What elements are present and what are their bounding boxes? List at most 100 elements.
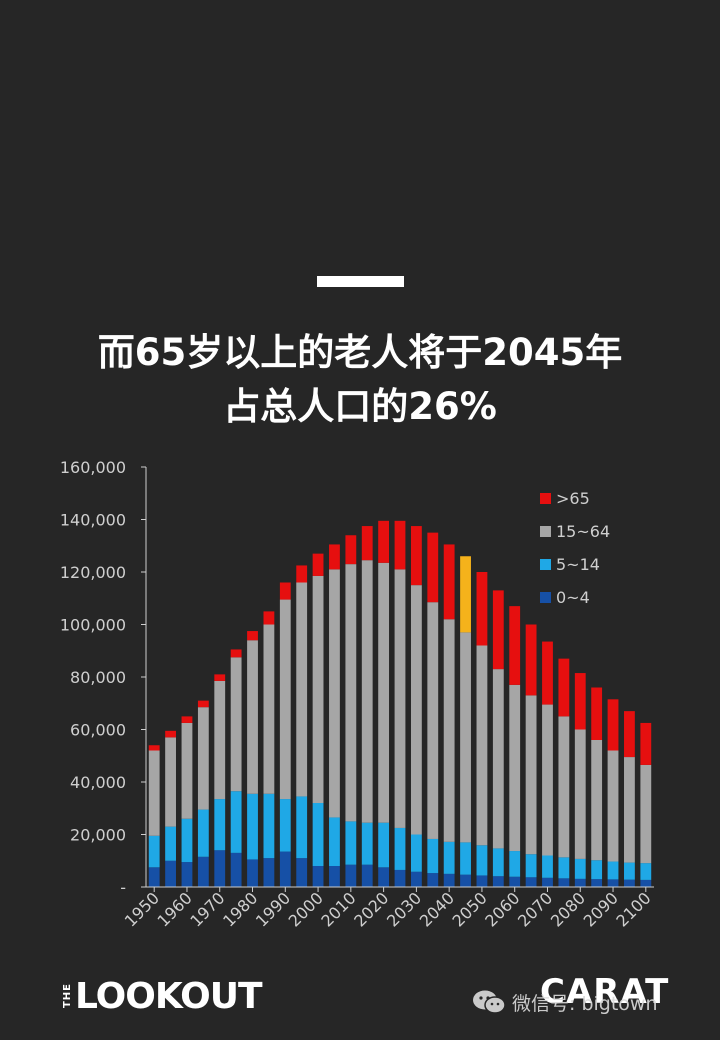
bar-1950-65	[148, 745, 160, 751]
bar-1955-65	[165, 730, 176, 738]
bar-1960-514	[181, 818, 193, 863]
bar-2060-514	[509, 851, 521, 877]
bar-2055-514	[492, 848, 504, 877]
population-stacked-bar-chart: - 20,000 40,000 60,000 80,000 100,000 120,000 1…	[60, 458, 655, 931]
bar-2055-65	[492, 590, 504, 670]
bar-2015-514	[361, 822, 373, 865]
bar-1950-514	[148, 835, 160, 868]
bar-2035-04	[427, 873, 439, 887]
bar-2080-65	[574, 673, 586, 730]
legend: >65 15~64 5~14 0~4	[540, 489, 610, 607]
bar-2100-65	[640, 722, 652, 765]
bar-1980-04	[247, 859, 258, 887]
bar-2055-1564	[492, 669, 504, 849]
bar-2060-04	[509, 876, 521, 887]
bar-1975-65	[230, 649, 242, 658]
bar-2065-65	[525, 624, 537, 696]
x-tick-label: 2010	[317, 888, 359, 930]
bar-2065-514	[525, 854, 537, 878]
watermark-text: 微信号: bigtown	[512, 992, 658, 1015]
bar-2080-1564	[574, 729, 586, 859]
bar-1950-04	[148, 867, 160, 887]
bar-2040-1564	[443, 619, 455, 842]
bar-2100-04	[640, 879, 652, 887]
bar-1980-514	[247, 793, 258, 860]
bar-2010-1564	[345, 564, 357, 822]
bar-1960-1564	[181, 722, 193, 819]
bar-2050-65	[476, 572, 488, 646]
bar-1955-1564	[165, 737, 176, 827]
x-tick-label: 2050	[449, 888, 491, 930]
x-tick-label: 1980	[219, 888, 261, 930]
bar-1970-04	[214, 850, 226, 887]
bar-2035-1564	[427, 602, 439, 839]
bar-2100-1564	[640, 764, 652, 864]
bar-1995-1564	[296, 582, 308, 797]
bar-2045-04	[460, 874, 471, 887]
bar-2100-514	[640, 863, 652, 880]
bar-2080-514	[574, 858, 586, 879]
legend-label: 5~14	[556, 555, 600, 574]
bar-1975-04	[230, 852, 242, 888]
x-tick-label: 2020	[350, 888, 392, 930]
bar-1955-04	[165, 860, 176, 887]
bar-2015-1564	[361, 560, 373, 823]
bar-1975-514	[230, 791, 242, 853]
bar-2065-1564	[525, 695, 537, 855]
bar-2070-514	[542, 855, 553, 878]
bar-2040-65	[443, 544, 455, 620]
bar-1970-65	[214, 674, 226, 681]
bar-2095-1564	[624, 757, 635, 863]
bar-1985-1564	[263, 624, 275, 794]
bar-1975-1564	[230, 657, 242, 792]
bar-1985-04	[263, 858, 275, 888]
bar-2085-04	[591, 879, 603, 888]
bar-2050-1564	[476, 645, 488, 846]
bar-2025-1564	[394, 569, 406, 828]
bar-1965-04	[197, 856, 209, 887]
bar-2090-65	[607, 699, 619, 751]
legend-swatch	[540, 493, 551, 504]
bar-1970-514	[214, 799, 226, 851]
logo-the-text: THE	[62, 983, 73, 1009]
bars	[148, 520, 652, 888]
bar-2090-514	[607, 861, 619, 880]
bar-2020-65	[378, 520, 390, 563]
y-tick-label: 140,000	[60, 511, 126, 530]
bar-1990-514	[279, 799, 291, 852]
bar-1955-514	[165, 826, 176, 861]
bar-2050-04	[476, 875, 488, 887]
y-tick-label: 160,000	[60, 458, 126, 477]
bar-2070-04	[542, 877, 553, 887]
title-accent-bar	[317, 276, 404, 287]
x-tick-label: 1950	[121, 888, 163, 930]
bar-1990-1564	[279, 599, 291, 800]
bar-2010-04	[345, 864, 357, 887]
legend-label: 0~4	[556, 588, 590, 607]
bar-1995-04	[296, 858, 308, 888]
x-tick-label: 2100	[612, 888, 654, 930]
bar-2035-514	[427, 838, 439, 874]
bar-1960-04	[181, 862, 193, 887]
bar-2030-04	[410, 871, 422, 887]
bar-1970-1564	[214, 680, 226, 800]
x-tick-label: 2030	[383, 888, 425, 930]
bar-2045-1564	[460, 632, 471, 843]
y-tick-label: -	[120, 878, 126, 897]
legend-swatch	[540, 526, 551, 537]
x-tick-label: 1970	[186, 888, 228, 930]
bar-2095-04	[624, 879, 635, 887]
bar-2005-514	[329, 817, 340, 866]
y-tick-label: 120,000	[60, 563, 126, 582]
bar-2000-1564	[312, 575, 324, 803]
wechat-icon	[473, 990, 506, 1014]
bar-2050-514	[476, 845, 488, 876]
x-tick-label: 2060	[481, 888, 523, 930]
bar-2060-1564	[509, 684, 521, 852]
bar-2000-65	[312, 553, 324, 576]
x-tick-label: 2000	[285, 888, 327, 930]
y-tick-label: 60,000	[70, 721, 126, 740]
bar-2095-514	[624, 862, 635, 880]
bar-2005-65	[329, 544, 340, 570]
bar-2075-04	[558, 878, 570, 887]
